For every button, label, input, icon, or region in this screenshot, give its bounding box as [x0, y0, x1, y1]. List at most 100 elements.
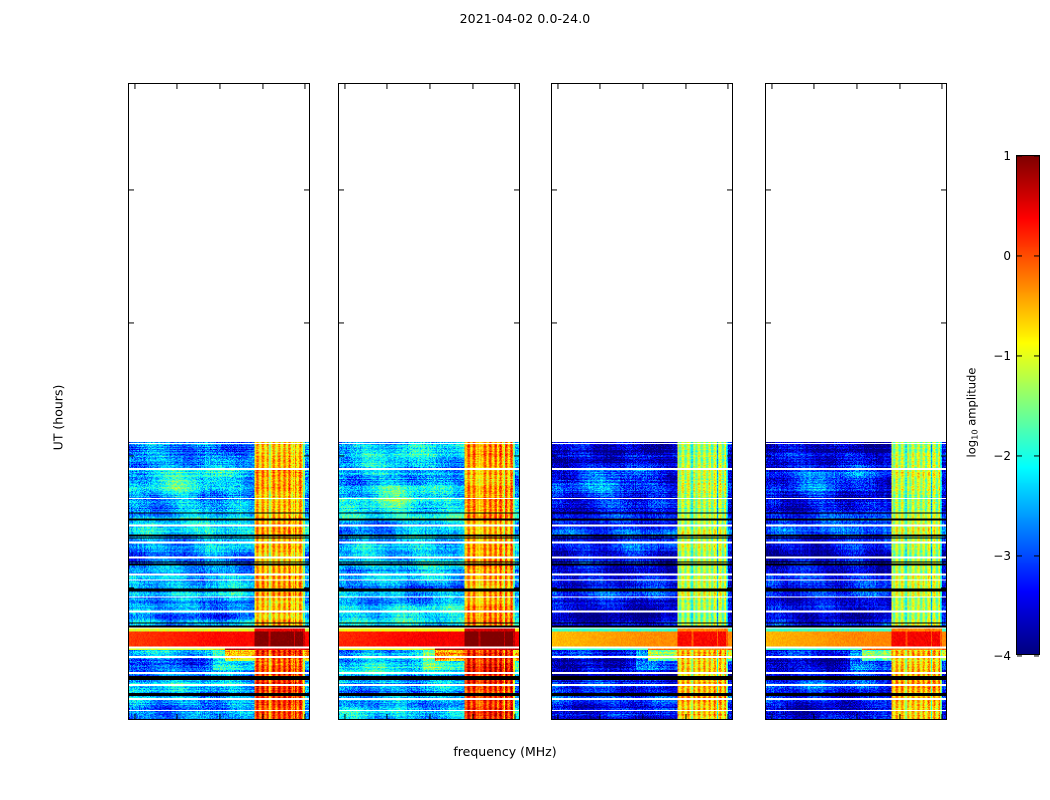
x-axis-tick-mark: [771, 84, 773, 89]
y-axis-tick-mark: [552, 455, 557, 457]
x-axis-tick-mark: [642, 714, 644, 719]
x-axis-tick-mark: [642, 84, 644, 89]
x-axis-tick-mark: [429, 84, 431, 89]
colorbar-gradient: [1017, 156, 1039, 654]
x-axis-tick-mark: [386, 84, 388, 89]
x-axis-tick-mark: [176, 84, 178, 89]
x-axis-tick-mark: [134, 714, 136, 719]
colorbar-label-suffix: amplitude: [964, 367, 979, 430]
x-axis-tick-mark: [771, 714, 773, 719]
spectrogram-xy: [552, 442, 732, 719]
spectrogram-image: [552, 442, 732, 719]
colorbar-tick-mark: [1017, 355, 1022, 357]
x-axis-tick-mark: [727, 84, 729, 89]
y-axis-tick-mark: [129, 322, 134, 324]
x-axis-tick-mark: [813, 714, 815, 719]
colorbar-tick-label: −1: [993, 349, 1011, 363]
colorbar-tick-mark: [1034, 255, 1039, 257]
colorbar-label-prefix: log: [964, 439, 979, 458]
y-axis-tick-mark: [727, 587, 732, 589]
colorbar-tick-mark: [1034, 455, 1039, 457]
x-axis-tick-mark: [685, 84, 687, 89]
colorbar-tick-label: −2: [993, 449, 1011, 463]
colorbar-tick-mark: [1017, 455, 1022, 457]
y-axis-tick-mark: [339, 322, 344, 324]
y-axis-tick-mark: [304, 322, 309, 324]
x-axis-tick-mark: [557, 84, 559, 89]
x-axis-tick-mark: [134, 84, 136, 89]
x-axis-tick-mark: [514, 84, 516, 89]
colorbar-tick-mark: [1017, 255, 1022, 257]
colorbar-tick-mark: [1034, 355, 1039, 357]
y-axis-tick-mark: [727, 189, 732, 191]
y-axis-tick-mark: [766, 322, 771, 324]
y-axis-tick-mark: [727, 455, 732, 457]
x-axis-tick-mark: [304, 84, 306, 89]
y-axis-tick-mark: [766, 587, 771, 589]
spectrogram-xx: [129, 442, 309, 719]
y-axis-tick-mark: [339, 455, 344, 457]
y-axis-tick-mark: [941, 189, 946, 191]
y-axis-tick-mark: [514, 322, 519, 324]
x-axis-tick-mark: [386, 714, 388, 719]
x-axis-tick-mark: [685, 714, 687, 719]
x-axis-tick-mark: [219, 84, 221, 89]
colorbar-tick-mark: [1034, 655, 1039, 657]
y-axis-tick-mark: [941, 455, 946, 457]
y-axis-tick-mark: [339, 189, 344, 191]
spectrogram-yx: [766, 442, 946, 719]
panel-yx[interactable]: YX, V6*V16=EA08*EA27 0510152032033535036…: [765, 83, 947, 720]
colorbar[interactable]: 1 0 −1 −2 −3 −4: [993, 149, 1040, 663]
spectrogram-image: [129, 442, 309, 719]
spectrogram-image: [339, 442, 519, 719]
x-axis-tick-mark: [472, 714, 474, 719]
x-axis-tick-mark: [856, 714, 858, 719]
y-axis-tick-mark: [339, 587, 344, 589]
y-axis-tick-mark: [552, 322, 557, 324]
x-axis-tick-mark: [176, 714, 178, 719]
x-axis-tick-mark: [856, 84, 858, 89]
x-axis-tick-mark: [899, 84, 901, 89]
y-axis-tick-mark: [129, 189, 134, 191]
panel-yy[interactable]: YY, V6*V16=EA08*EA27 0510152032033535036…: [338, 83, 520, 720]
y-axis-tick-mark: [941, 587, 946, 589]
spectrogram-image: [766, 442, 946, 719]
y-axis-tick-mark: [304, 587, 309, 589]
x-axis-tick-mark: [262, 84, 264, 89]
x-axis-tick-mark: [941, 84, 943, 89]
y-axis-tick-mark: [552, 587, 557, 589]
x-axis-tick-mark: [219, 714, 221, 719]
panel-xx[interactable]: XX, V6*V16=EA08*EA27 0510152032033535036…: [128, 83, 310, 720]
panel-xy[interactable]: XY, V6*V16=EA08*EA27 0510152032033535036…: [551, 83, 733, 720]
y-axis-tick-mark: [514, 587, 519, 589]
y-axis-tick-mark: [514, 189, 519, 191]
x-axis-tick-mark: [344, 84, 346, 89]
x-axis-tick-mark: [472, 84, 474, 89]
x-axis-tick-mark: [557, 714, 559, 719]
colorbar-tick-label: −3: [993, 549, 1011, 563]
x-axis-tick-mark: [899, 714, 901, 719]
x-axis-tick-mark: [599, 714, 601, 719]
x-axis-tick-mark: [941, 714, 943, 719]
colorbar-tick-mark: [1034, 155, 1039, 157]
y-axis-tick-mark: [129, 455, 134, 457]
x-axis-tick-mark: [429, 714, 431, 719]
y-axis-tick-mark: [766, 455, 771, 457]
colorbar-tick-label: −4: [993, 649, 1011, 663]
y-axis-tick-mark: [304, 189, 309, 191]
x-axis-tick-mark: [599, 84, 601, 89]
y-axis-tick-mark: [727, 322, 732, 324]
y-axis-tick-mark: [514, 455, 519, 457]
x-axis-tick-mark: [262, 714, 264, 719]
x-axis-tick-mark: [304, 714, 306, 719]
colorbar-label: log10 amplitude: [964, 368, 979, 458]
x-axis-label: frequency (MHz): [453, 744, 557, 759]
colorbar-tick-mark: [1034, 555, 1039, 557]
colorbar-tick-label: 0: [1003, 249, 1011, 263]
colorbar-tick-mark: [1017, 655, 1022, 657]
x-axis-tick-mark: [514, 714, 516, 719]
y-axis-tick-mark: [941, 322, 946, 324]
colorbar-tick-label: 1: [1003, 149, 1011, 163]
colorbar-label-subscript: 10: [969, 429, 980, 440]
